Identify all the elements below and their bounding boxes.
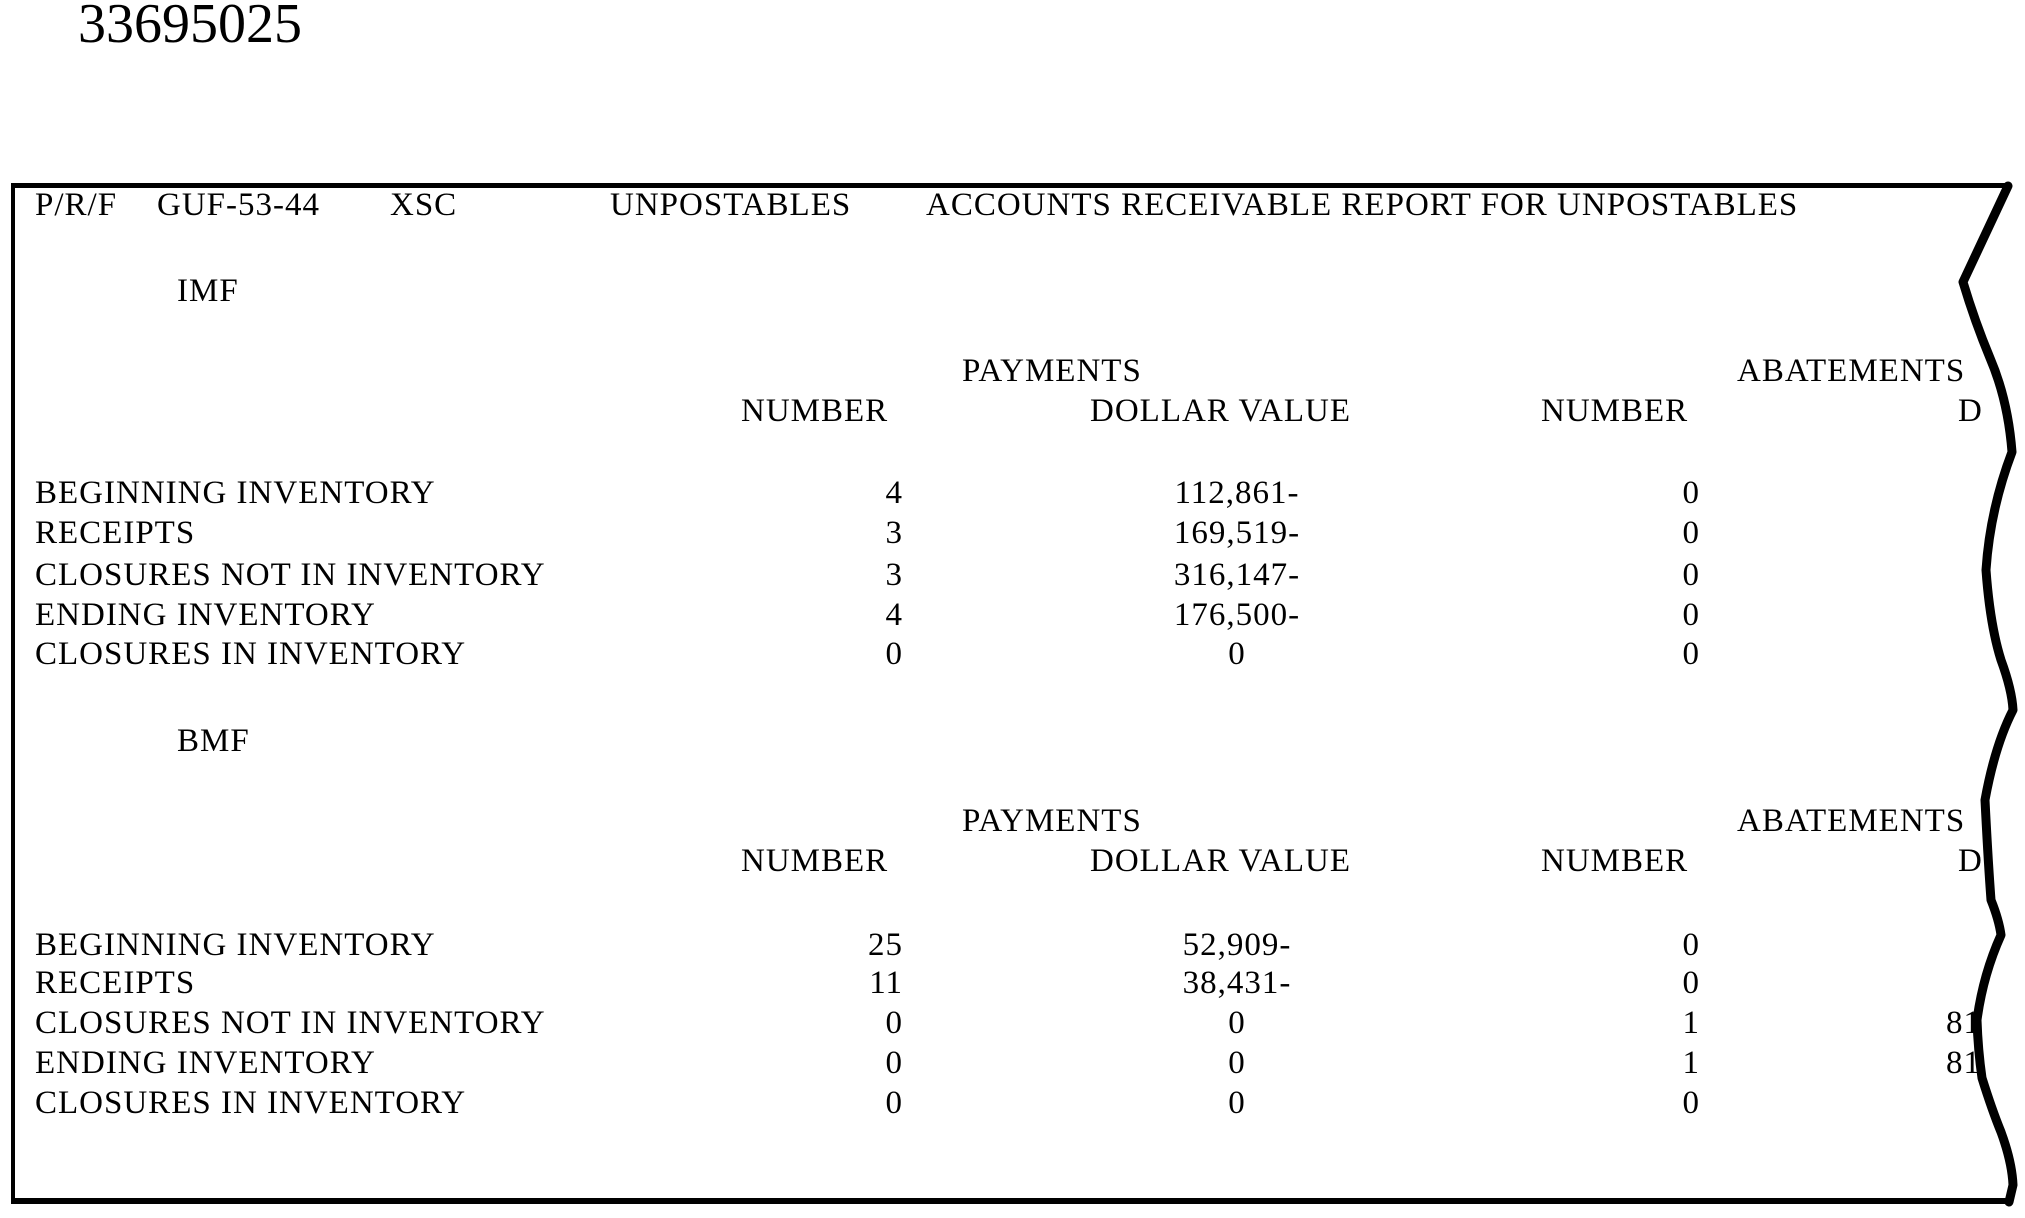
payments-dollar: 38,431- [1182,965,1292,1001]
payments-dollar: 112,861- [1174,475,1300,511]
row-label: BEGINNING INVENTORY [35,927,436,963]
report-title: ACCOUNTS RECEIVABLE REPORT FOR UNPOSTABL… [926,187,1799,223]
abatements-number: 0 [1682,475,1700,511]
payments-dollar: 176,500- [1173,597,1301,633]
table-row: ENDING INVENTORY 4 176,500- 0 [0,599,2025,639]
row-label: RECEIPTS [35,965,196,1001]
table-row: BEGINNING INVENTORY 4 112,861- 0 [0,477,2025,517]
table-row: RECEIPTS 3 169,519- 0 [0,517,2025,557]
payments-dollar: 0 [1228,636,1246,672]
imf-payments-number-header: NUMBER [741,393,889,429]
payments-number: 0 [885,1045,903,1081]
payments-dollar: 0 [1228,1085,1246,1121]
row-label: BEGINNING INVENTORY [35,475,436,511]
abatements-dollar-cut: 81 [1946,1005,1981,1041]
row-label: ENDING INVENTORY [35,1045,376,1081]
table-row: RECEIPTS 11 38,431- 0 [0,967,2025,1007]
payments-number: 4 [885,597,903,633]
row-label: CLOSURES NOT IN INVENTORY [35,557,546,593]
table-row: ENDING INVENTORY 0 0 1 81 [0,1047,2025,1087]
imf-abatements-group-header: ABATEMENTS [1737,353,1966,389]
report-frame [11,183,2011,1204]
imf-dollar-value-header: DOLLAR VALUE [1090,393,1352,429]
abatements-number: 0 [1682,636,1700,672]
payments-number: 4 [885,475,903,511]
abatements-number: 1 [1682,1045,1700,1081]
payments-number: 0 [885,1085,903,1121]
table-row: BEGINNING INVENTORY 25 52,909- 0 [0,929,2025,969]
row-label: CLOSURES NOT IN INVENTORY [35,1005,546,1041]
bmf-payments-number-header: NUMBER [741,843,889,879]
abatements-number: 0 [1682,515,1700,551]
payments-dollar: 0 [1228,1045,1246,1081]
section-label-imf: IMF [177,273,239,309]
row-label: ENDING INVENTORY [35,597,376,633]
payments-number: 0 [885,1005,903,1041]
table-row: CLOSURES IN INVENTORY 0 0 0 [0,1087,2025,1127]
table-row: CLOSURES IN INVENTORY 0 0 0 [0,638,2025,678]
bmf-payments-group-header: PAYMENTS [962,803,1142,839]
header-form-id: GUF-53-44 [157,187,320,223]
page-number: 33695025 [78,0,302,55]
payments-dollar: 0 [1228,1005,1246,1041]
bmf-dollar-value-header: DOLLAR VALUE [1090,843,1352,879]
abatements-number: 0 [1682,927,1700,963]
bmf-abatements-number-header: NUMBER [1541,843,1689,879]
section-label-bmf: BMF [177,723,250,759]
row-label: RECEIPTS [35,515,196,551]
table-row: CLOSURES NOT IN INVENTORY 3 316,147- 0 [0,559,2025,599]
payments-dollar: 52,909- [1182,927,1292,963]
payments-number: 0 [885,636,903,672]
abatements-number: 0 [1682,965,1700,1001]
row-label: CLOSURES IN INVENTORY [35,1085,467,1121]
header-category: UNPOSTABLES [610,187,852,223]
payments-number: 3 [885,557,903,593]
bmf-abatements-dollar-header-cut: D [1958,843,1983,879]
payments-number: 11 [869,965,903,1001]
imf-payments-group-header: PAYMENTS [962,353,1142,389]
header-code: XSC [390,187,458,223]
bmf-abatements-group-header: ABATEMENTS [1737,803,1966,839]
imf-abatements-dollar-header-cut: D [1958,393,1983,429]
abatements-number: 1 [1682,1005,1700,1041]
payments-dollar: 169,519- [1173,515,1301,551]
abatements-number: 0 [1682,597,1700,633]
payments-number: 25 [868,927,903,963]
table-row: CLOSURES NOT IN INVENTORY 0 0 1 81 [0,1007,2025,1047]
imf-abatements-number-header: NUMBER [1541,393,1689,429]
abatements-number: 0 [1682,1085,1700,1121]
header-prf: P/R/F [35,187,118,223]
row-label: CLOSURES IN INVENTORY [35,636,467,672]
abatements-number: 0 [1682,557,1700,593]
abatements-dollar-cut: 81 [1946,1045,1981,1081]
payments-dollar: 316,147- [1173,557,1301,593]
payments-number: 3 [885,515,903,551]
